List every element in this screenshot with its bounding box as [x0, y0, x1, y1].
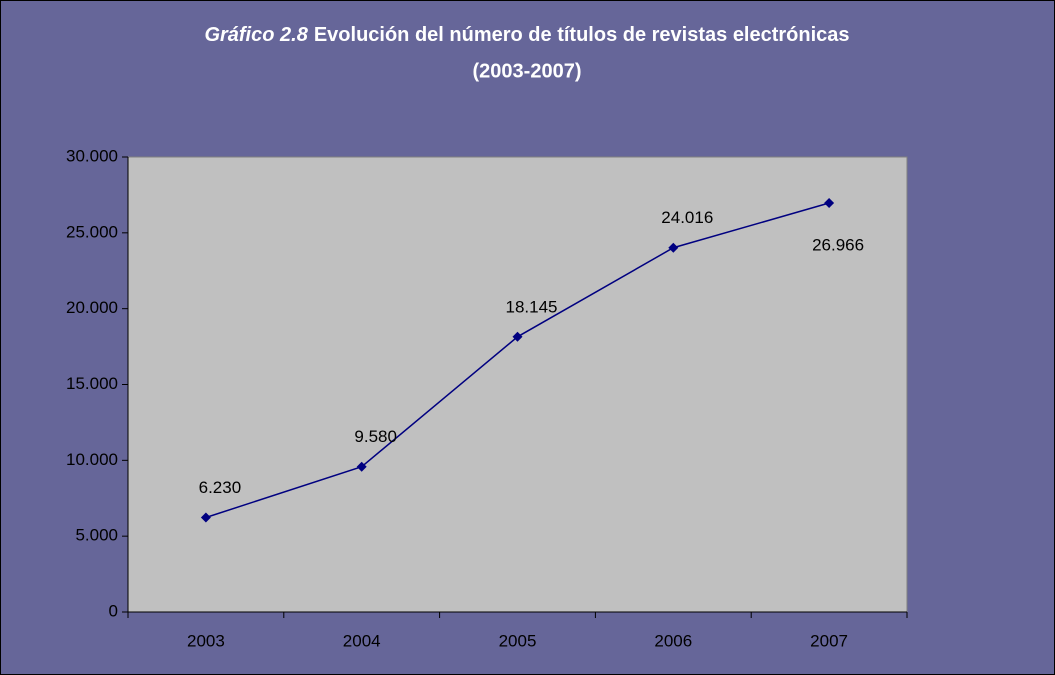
- title-text: Evolución del número de títulos de revis…: [314, 24, 850, 46]
- y-tick-label: 25.000: [66, 222, 118, 241]
- x-tick-label: 2004: [343, 631, 381, 650]
- x-tick-label: 2005: [499, 631, 537, 650]
- marker: [668, 242, 679, 253]
- x-tick-label: 2003: [187, 631, 225, 650]
- chart-subtitle: (2003-2007): [473, 60, 582, 82]
- y-tick-label: 0: [109, 601, 118, 620]
- chart-title: Gráfico 2.8 Evolución del número de títul…: [204, 24, 849, 46]
- data-label: 9.580: [354, 427, 397, 446]
- title-label: Gráfico 2.8: [204, 24, 308, 46]
- y-tick-label: 10.000: [66, 450, 118, 469]
- x-tick-label: 2007: [810, 631, 848, 650]
- data-label: 24.016: [661, 208, 713, 227]
- marker: [824, 198, 835, 209]
- x-tick-label: 2006: [654, 631, 692, 650]
- data-label: 6.230: [199, 478, 242, 497]
- marker: [512, 331, 523, 342]
- y-tick-label: 20.000: [66, 298, 118, 317]
- plot-area: [127, 156, 908, 613]
- y-tick-label: 30.000: [66, 146, 118, 165]
- y-tick-label: 15.000: [66, 374, 118, 393]
- data-label: 18.145: [506, 297, 558, 316]
- marker: [356, 461, 367, 472]
- data-label: 26.966: [812, 236, 864, 255]
- marker: [200, 512, 211, 523]
- y-tick-label: 5.000: [75, 526, 118, 545]
